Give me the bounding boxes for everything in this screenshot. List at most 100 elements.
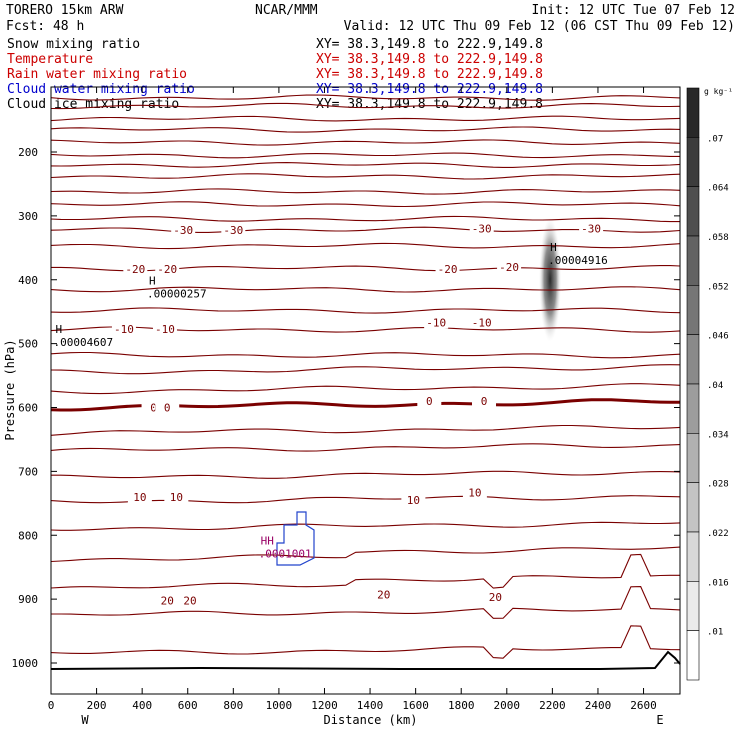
isotherm-label: 0 xyxy=(150,402,157,415)
x-tick-label: 2200 xyxy=(539,699,566,712)
label-mask xyxy=(155,261,180,275)
colorbar-cell xyxy=(686,334,700,385)
isotherm xyxy=(50,115,681,122)
legend-label: Rain water mixing ratio xyxy=(7,67,187,82)
isotherm xyxy=(50,625,681,659)
y-tick-label: 300 xyxy=(18,210,38,223)
isotherm xyxy=(50,215,680,223)
x-tick-label: 400 xyxy=(132,699,152,712)
isotherm-label: 10 xyxy=(407,494,420,507)
axes: 0 200 400 600 800 1000 1200 1400 1600 1800 2000 220… xyxy=(3,86,681,727)
isotherm-label: 0 xyxy=(164,402,171,415)
y-tick-label: 500 xyxy=(18,338,38,351)
colorbar-label: .016 xyxy=(707,578,729,588)
colorbar-unit: g kg⁻¹ xyxy=(704,87,733,96)
colorbar-cell xyxy=(686,87,700,138)
colorbar-label: .04 xyxy=(707,381,723,391)
init-time: Init: 12 UTC Tue 07 Feb 12 xyxy=(532,3,736,18)
label-mask xyxy=(424,315,449,329)
isotherm xyxy=(50,201,681,208)
label-mask xyxy=(221,222,246,236)
x-axis-label: Distance (km) xyxy=(324,713,418,727)
cloud-ice-plume xyxy=(539,217,562,342)
valid-time: Valid: 12 UTC Thu 09 Feb 12 (06 CST Thu … xyxy=(344,19,735,34)
isotherm xyxy=(51,470,681,479)
isotherm xyxy=(50,307,681,314)
east-label: E xyxy=(656,713,663,727)
label-mask xyxy=(164,489,189,503)
isotherm-label: 20 xyxy=(161,594,174,607)
isotherm xyxy=(50,553,680,589)
colorbar-label: .01 xyxy=(707,628,723,638)
west-label: W xyxy=(81,713,89,727)
label-mask xyxy=(111,321,136,335)
cloud-water-contour xyxy=(276,511,315,566)
colorbar-label: .022 xyxy=(707,529,729,539)
colorbar-cell xyxy=(686,531,700,582)
legend-xy: XY= 38.3,149.8 to 222.9,149.8 xyxy=(316,67,543,82)
isotherm-label: -20 xyxy=(157,263,177,276)
isotherm xyxy=(50,326,681,333)
label-mask xyxy=(171,222,196,236)
legend: Snow mixing ratio XY= 38.3,149.8 to 222.9… xyxy=(7,37,543,112)
isotherm xyxy=(50,226,681,233)
isotherm-label: 0 xyxy=(426,395,433,408)
legend-xy: XY= 38.3,149.8 to 222.9,149.8 xyxy=(316,82,543,97)
isotherm-label: -30 xyxy=(472,223,492,236)
y-tick-label: 200 xyxy=(18,146,38,159)
colorbar-label: .058 xyxy=(707,233,729,243)
label-mask xyxy=(483,590,508,604)
header-text: TORERO 15km ARW NCAR/MMM Init: 12 UTC Tu… xyxy=(6,3,735,34)
colorbar-cell xyxy=(686,581,700,631)
isotherm-label: -20 xyxy=(438,263,458,276)
y-tick-label: 1000 xyxy=(12,657,39,670)
label-mask xyxy=(127,489,152,503)
legend-xy: XY= 38.3,149.8 to 222.9,149.8 xyxy=(316,52,543,67)
isotherm-label: -30 xyxy=(581,223,601,236)
colorbar-cell xyxy=(686,285,700,335)
colorbar-label: .052 xyxy=(707,282,729,292)
label-mask xyxy=(178,593,203,607)
isotherm xyxy=(50,102,681,110)
extremum-mark: H xyxy=(550,241,557,254)
isotherm-label: 10 xyxy=(468,486,481,499)
legend-xy: XY= 38.3,149.8 to 222.9,149.8 xyxy=(316,37,543,52)
label-mask xyxy=(435,261,460,275)
legend-label: Temperature xyxy=(7,52,93,67)
isotherm xyxy=(50,242,681,250)
isotherm-label: -10 xyxy=(426,317,446,330)
extremum-mark: H xyxy=(56,323,63,336)
label-mask xyxy=(152,321,177,335)
isotherm xyxy=(50,126,681,133)
legend-label: Cloud water mixing ratio xyxy=(7,82,195,97)
isotherm xyxy=(50,94,681,101)
extremum-mark: HH xyxy=(261,534,274,547)
label-mask xyxy=(371,587,396,601)
label-mask xyxy=(155,593,180,607)
label-mask xyxy=(462,485,487,499)
label-mask xyxy=(497,259,522,273)
colorbar-label: .034 xyxy=(707,430,729,440)
extremum-mark: H xyxy=(149,274,156,287)
isotherm-label: -10 xyxy=(155,323,175,336)
isotherm-label: 20 xyxy=(377,589,390,602)
colorbar-cell xyxy=(686,630,700,681)
isotherm xyxy=(50,443,681,452)
x-tick-label: 1400 xyxy=(357,699,384,712)
x-tick-label: 200 xyxy=(87,699,107,712)
x-tick-label: 1800 xyxy=(448,699,475,712)
colorbar-cell xyxy=(686,235,700,286)
label-mask xyxy=(123,261,148,275)
isotherm-label: 0 xyxy=(481,395,488,408)
isotherm-label: 20 xyxy=(489,591,502,604)
colorbar: .07 .064 .058 .052 .046 .04 .034 .028 .022 .016 .0… xyxy=(686,87,733,681)
colorbar-cell xyxy=(686,482,700,533)
isotherm xyxy=(50,521,681,531)
isotherm-label: -10 xyxy=(114,323,134,336)
colorbar-label: .028 xyxy=(707,480,729,490)
y-tick-label: 600 xyxy=(18,402,38,415)
y-axis-label: Pressure (hPa) xyxy=(3,339,17,440)
y-tick-label: 900 xyxy=(18,593,38,606)
x-tick-label: 2000 xyxy=(494,699,521,712)
isotherm xyxy=(51,586,681,619)
